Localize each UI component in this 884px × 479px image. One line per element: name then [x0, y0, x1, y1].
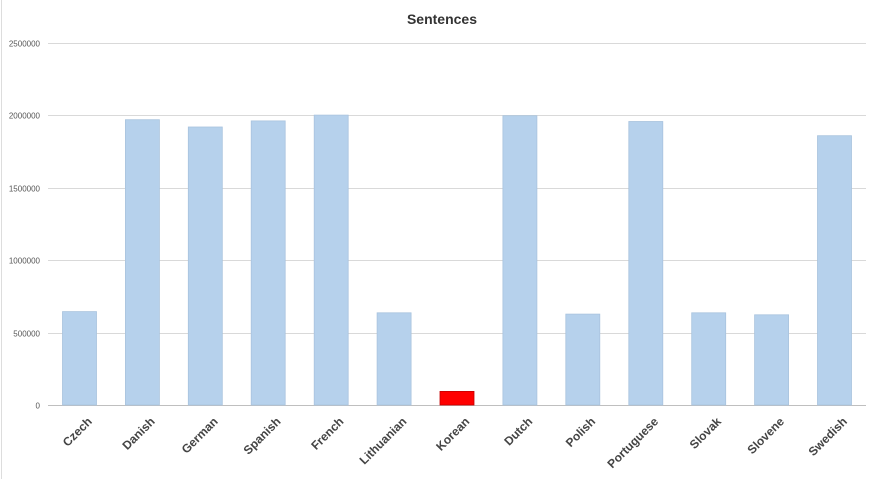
bar-swedish: [817, 135, 852, 406]
x-tick-label: French: [308, 414, 346, 452]
x-tick-label: Portuguese: [605, 414, 662, 471]
x-tick-label: Lithuanian: [357, 414, 410, 467]
x-tick-label: Danish: [120, 414, 158, 452]
y-tick-label: 0: [36, 402, 41, 411]
bar-french: [313, 114, 349, 406]
bars: [62, 114, 852, 406]
x-tick-label: Spanish: [241, 414, 284, 457]
x-tick-label: Polish: [563, 414, 598, 449]
y-axis-ticks: 0 500000 1000000 1500000 2000000 2500000: [9, 40, 41, 411]
x-tick-label: Korean: [433, 414, 472, 453]
y-tick-label: 2000000: [9, 112, 41, 121]
bar-korean: [439, 390, 475, 406]
bar-lithuanian: [376, 312, 412, 406]
bar-dutch: [502, 115, 538, 406]
x-tick-label: Slovak: [687, 414, 724, 451]
gridlines: [1, 0, 866, 479]
bar-slovak: [691, 312, 727, 406]
bar-slovene: [754, 314, 789, 406]
chart-title: Sentences: [407, 11, 477, 27]
y-tick-label: 1000000: [9, 257, 41, 266]
x-tick-label: German: [179, 414, 221, 456]
y-tick-label: 1500000: [9, 185, 41, 194]
bar-german: [187, 126, 223, 406]
x-axis-ticks: Czech Danish German Spanish French Lithuanian…: [60, 414, 850, 471]
bar-portuguese: [628, 121, 664, 406]
x-tick-label: Czech: [60, 414, 95, 449]
bar-czech: [62, 311, 97, 406]
bar-danish: [125, 119, 160, 406]
y-tick-label: 500000: [13, 330, 40, 339]
x-tick-label: Dutch: [501, 414, 535, 448]
y-tick-label: 2500000: [9, 40, 41, 49]
x-tick-label: Swedish: [806, 414, 850, 458]
bar-polish: [565, 313, 601, 406]
bar-spanish: [250, 120, 286, 406]
x-tick-label: Slovene: [745, 414, 788, 457]
